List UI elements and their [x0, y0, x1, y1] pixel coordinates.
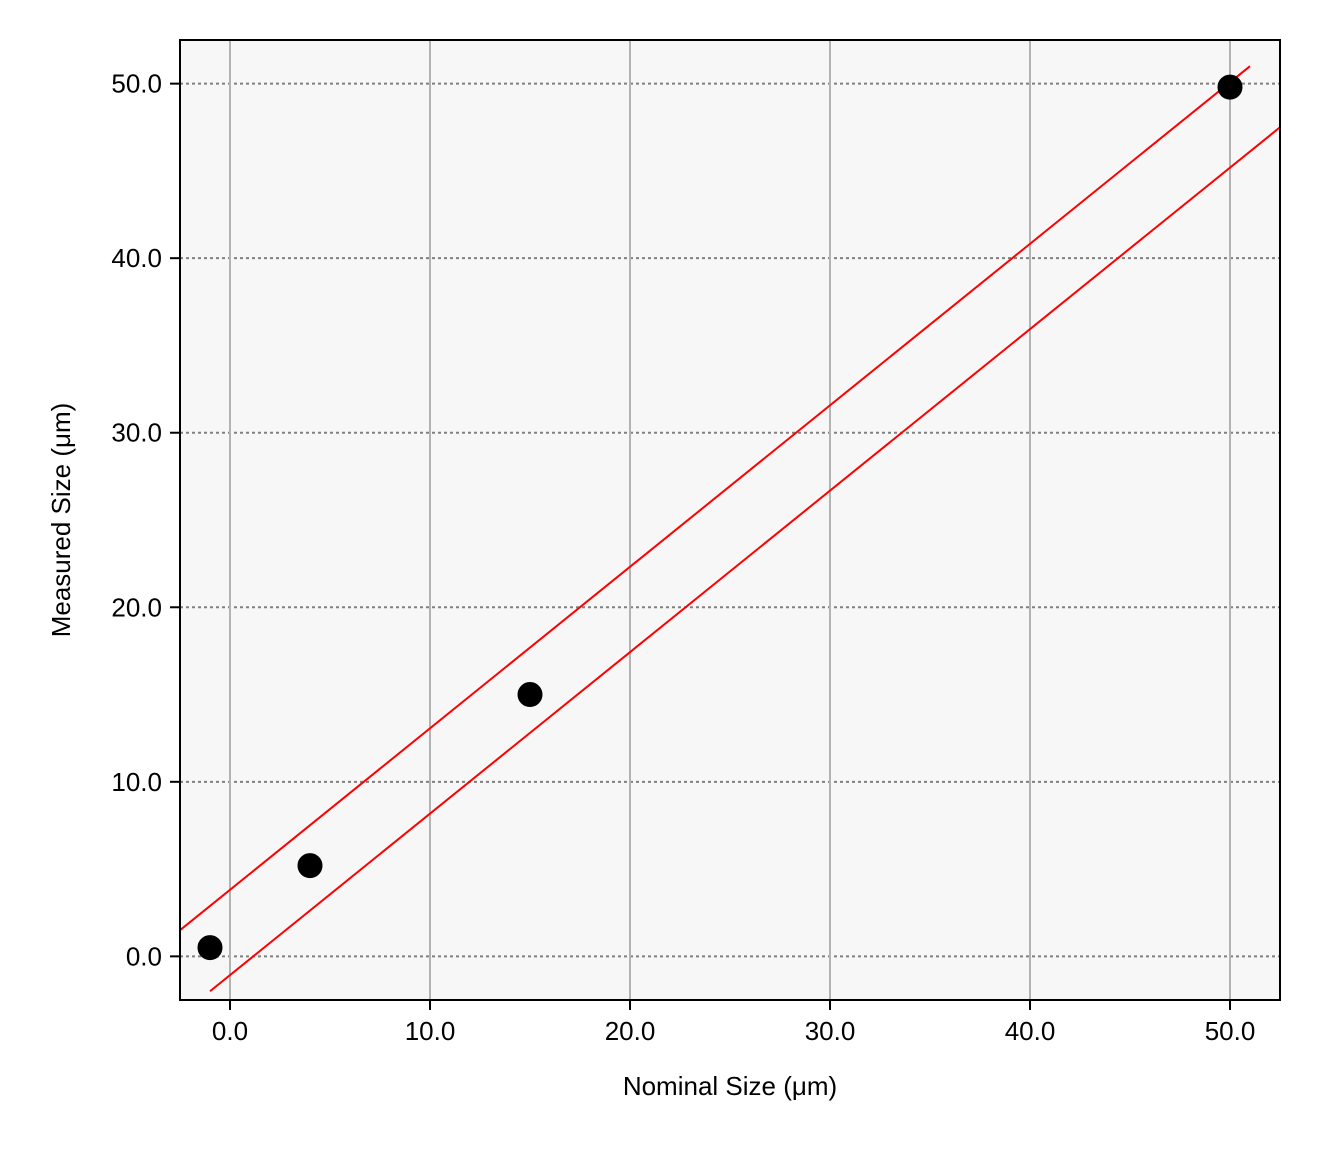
x-tick-label: 0.0: [212, 1016, 248, 1046]
y-tick-label: 30.0: [111, 418, 162, 448]
x-tick-label: 50.0: [1205, 1016, 1256, 1046]
x-axis-label: Nominal Size (μm): [623, 1071, 837, 1101]
x-tick-label: 30.0: [805, 1016, 856, 1046]
x-tick-label: 40.0: [1005, 1016, 1056, 1046]
y-tick-label: 40.0: [111, 243, 162, 273]
x-tick-label: 10.0: [405, 1016, 456, 1046]
x-tick-label: 20.0: [605, 1016, 656, 1046]
data-point: [1218, 75, 1242, 99]
plot-area: [180, 40, 1280, 1000]
data-point: [518, 683, 542, 707]
y-tick-label: 10.0: [111, 767, 162, 797]
data-point: [298, 854, 322, 878]
data-point: [198, 936, 222, 960]
scatter-chart: 0.0 10.0 20.0 30.0 40.0 50.0 0.0 10.0 20.0 30.0 40…: [0, 0, 1344, 1149]
y-tick-label: 0.0: [126, 941, 162, 971]
y-tick-label: 50.0: [111, 69, 162, 99]
y-tick-label: 20.0: [111, 592, 162, 622]
y-axis-label: Measured Size (μm): [46, 403, 76, 638]
chart-container: 0.0 10.0 20.0 30.0 40.0 50.0 0.0 10.0 20.0 30.0 40…: [0, 0, 1344, 1149]
